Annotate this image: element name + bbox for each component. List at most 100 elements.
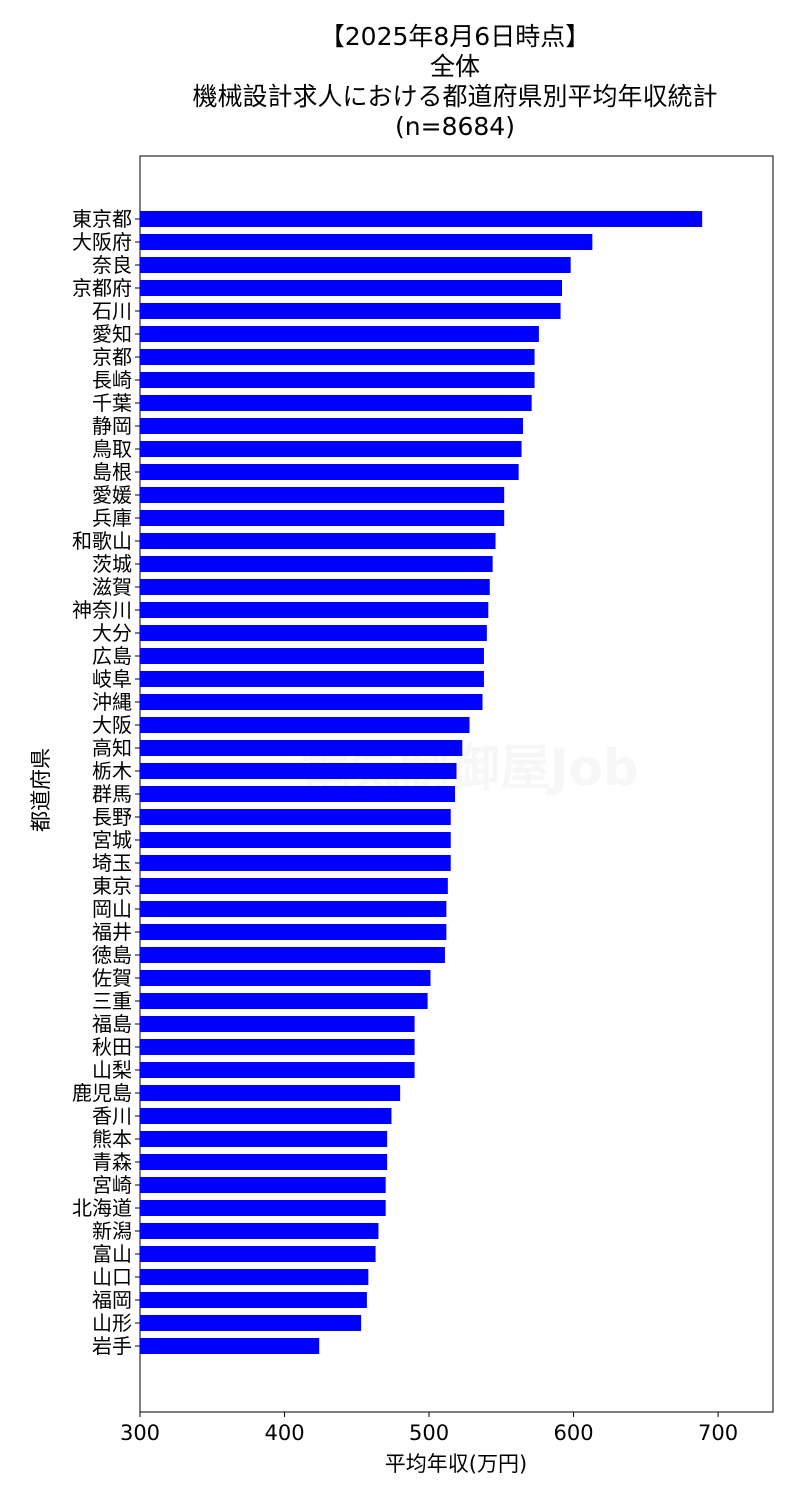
y-tick-label: 滋賀	[92, 575, 132, 599]
bar	[140, 510, 505, 526]
y-tick-label: 秋田	[92, 1035, 132, 1059]
title-line-date: 【2025年8月6日時点】	[319, 22, 591, 51]
y-tick-label: 愛知	[92, 322, 132, 346]
y-tick-label: 東京都	[72, 207, 132, 231]
bar	[140, 901, 447, 917]
bar	[140, 993, 428, 1009]
bar	[140, 625, 487, 641]
y-tick-label: 神奈川	[72, 598, 132, 622]
bar	[140, 740, 463, 756]
bar	[140, 832, 451, 848]
y-tick-label: 奈良	[92, 253, 132, 277]
bar	[140, 579, 490, 595]
y-tick-label: 千葉	[92, 391, 132, 415]
bar	[140, 211, 703, 227]
bar	[140, 1016, 415, 1032]
y-tick-label: 山口	[92, 1265, 132, 1289]
y-tick-label: 埼玉	[92, 851, 132, 875]
y-tick-label: 佐賀	[92, 966, 132, 990]
y-tick-label: 静岡	[92, 414, 132, 438]
bar	[140, 1246, 376, 1262]
bar	[140, 372, 535, 388]
bar	[140, 464, 519, 480]
y-tick-label: 山形	[92, 1311, 132, 1335]
bar	[140, 1200, 386, 1216]
bar	[140, 1131, 388, 1147]
bar	[140, 947, 445, 963]
bar	[140, 924, 447, 940]
y-tick-label: 島根	[92, 460, 132, 484]
bar	[140, 441, 522, 457]
y-tick-label: 山梨	[92, 1058, 132, 1082]
y-tick-label: 東京	[92, 874, 132, 898]
y-tick-label: 大阪府	[72, 230, 132, 254]
bar	[140, 303, 561, 319]
bar	[140, 1039, 415, 1055]
bar	[140, 418, 523, 434]
y-tick-label: 福岡	[92, 1288, 132, 1312]
y-tick-label: 岡山	[92, 897, 132, 921]
bar	[140, 970, 431, 986]
y-tick-label: 新潟	[92, 1219, 132, 1243]
y-tick-label: 徳島	[92, 943, 132, 967]
plot-frame	[139, 155, 774, 1413]
y-tick-label: 和歌山	[72, 529, 132, 553]
y-tick-label: 富山	[92, 1242, 132, 1266]
bar	[140, 648, 484, 664]
y-tick-label: 茨城	[92, 552, 132, 576]
y-tick-label: 栃木	[92, 759, 132, 783]
bar	[140, 1108, 392, 1124]
y-tick-label: 石川	[92, 299, 132, 323]
bar	[140, 349, 535, 365]
y-tick-label: 大阪	[92, 713, 132, 737]
bar	[140, 1315, 362, 1331]
y-tick-label: 高知	[92, 736, 132, 760]
y-tick-label: 三重	[92, 989, 132, 1013]
x-tick-label: 600	[554, 1421, 594, 1445]
y-tick-label: 兵庫	[92, 506, 132, 530]
x-axis-label: 平均年収(万円)	[384, 1452, 528, 1476]
bar	[140, 556, 493, 572]
bar	[140, 1338, 320, 1354]
y-tick-label: 香川	[92, 1104, 132, 1128]
bar	[140, 395, 532, 411]
bar	[140, 1085, 401, 1101]
title-line-sample: (n=8684)	[395, 112, 515, 141]
bar	[140, 257, 571, 273]
bar	[140, 487, 505, 503]
bar	[140, 1177, 386, 1193]
bar	[140, 763, 457, 779]
y-tick-label: 岩手	[92, 1334, 132, 1358]
y-tick-label: 京都府	[72, 276, 132, 300]
bar	[140, 1154, 388, 1170]
y-tick-label: 大分	[92, 621, 132, 645]
y-tick-label: 宮崎	[92, 1173, 132, 1197]
title-line-main: 機械設計求人における都道府県別平均年収統計	[192, 82, 718, 111]
bar	[140, 234, 593, 250]
y-tick-label: 福島	[92, 1012, 132, 1036]
bar	[140, 1062, 415, 1078]
y-tick-label: 愛媛	[92, 483, 132, 507]
x-tick-label: 700	[698, 1421, 738, 1445]
bar	[140, 671, 484, 687]
y-tick-label: 鳥取	[92, 437, 132, 461]
bar	[140, 1269, 369, 1285]
y-tick-label: 福井	[92, 920, 132, 944]
bar	[140, 717, 470, 733]
title-line-scope: 全体	[429, 52, 480, 81]
y-tick-label: 宮城	[92, 828, 132, 852]
bar	[140, 809, 451, 825]
bar	[140, 326, 539, 342]
y-tick-label: 長野	[92, 805, 132, 829]
y-tick-label: 京都	[92, 345, 132, 369]
bar	[140, 280, 562, 296]
chart-title: 【2025年8月6日時点】 全体 機械設計求人における都道府県別平均年収統計 (…	[0, 22, 800, 142]
y-tick-label: 広島	[92, 644, 132, 668]
bar	[140, 1223, 379, 1239]
y-axis-label: 都道府県	[29, 748, 53, 832]
bar	[140, 1292, 367, 1308]
bar	[140, 878, 448, 894]
y-tick-label: 熊本	[92, 1127, 132, 1151]
y-tick-label: 青森	[92, 1150, 132, 1174]
